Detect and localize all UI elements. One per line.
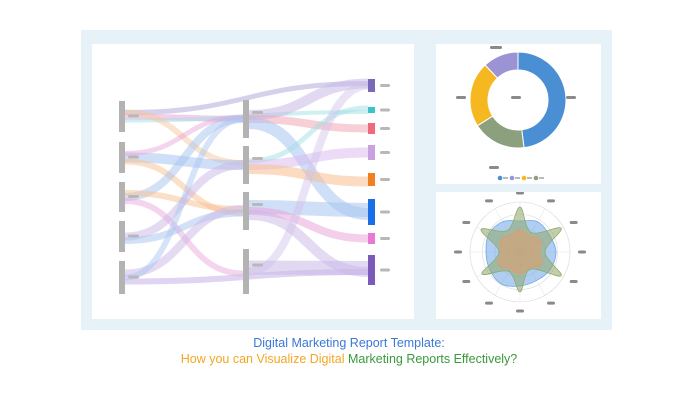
donut-legend-label bbox=[515, 177, 520, 179]
radar-axis-label bbox=[454, 250, 462, 254]
sankey-target-label bbox=[380, 178, 390, 181]
radar-axis-label bbox=[462, 280, 471, 283]
sankey-flows bbox=[124, 78, 369, 285]
radar-axis-label bbox=[547, 199, 555, 203]
sankey-chart bbox=[119, 78, 390, 294]
sankey-target-label bbox=[380, 151, 390, 154]
radar-chart-card bbox=[436, 192, 601, 319]
donut-slice bbox=[484, 51, 519, 79]
sankey-mid-label bbox=[252, 111, 263, 114]
sankey-flow bbox=[248, 78, 369, 120]
sankey-target-node bbox=[368, 79, 375, 92]
radar-axis-label bbox=[516, 309, 524, 313]
radar-axis-label bbox=[547, 301, 555, 305]
sankey-flow bbox=[248, 115, 369, 133]
sankey-target-node bbox=[368, 123, 375, 134]
sankey-source-node bbox=[119, 142, 125, 173]
donut-label bbox=[489, 166, 499, 169]
sankey-flow bbox=[124, 81, 369, 115]
sankey-source-node bbox=[119, 182, 125, 212]
sankey-flow bbox=[124, 116, 244, 281]
caption-subtitle: How you can Visualize Digital Marketing … bbox=[0, 351, 698, 367]
radar-axis-label bbox=[462, 221, 471, 224]
sankey-target-node bbox=[368, 173, 375, 186]
sankey-mid-node bbox=[243, 249, 249, 294]
sankey-chart-card bbox=[92, 44, 414, 319]
sankey-target-node bbox=[368, 233, 375, 244]
donut-label bbox=[566, 96, 576, 99]
sankey-flow bbox=[248, 105, 369, 164]
radar-series-area bbox=[497, 229, 543, 275]
sankey-source-node bbox=[119, 261, 125, 294]
radar-axis-label bbox=[569, 221, 578, 224]
sankey-target-label bbox=[380, 84, 390, 87]
donut-legend-label bbox=[503, 177, 508, 179]
sankey-flow bbox=[248, 200, 369, 217]
sankey-mid-label bbox=[252, 203, 263, 206]
radar-axis-label bbox=[516, 192, 524, 195]
sankey-mid-label bbox=[252, 263, 263, 267]
donut-legend-dot bbox=[533, 175, 539, 181]
sankey-source-label bbox=[128, 275, 139, 279]
caption: Digital Marketing Report Template: How y… bbox=[0, 335, 698, 367]
sankey-target-label bbox=[380, 237, 390, 240]
report-frame bbox=[81, 30, 612, 330]
sankey-source-node bbox=[119, 221, 125, 252]
donut-legend-label bbox=[539, 177, 544, 179]
donut-legend-label bbox=[527, 177, 532, 179]
sankey-flow bbox=[124, 205, 244, 278]
donut-label bbox=[456, 96, 466, 99]
caption-title: Digital Marketing Report Template: bbox=[253, 336, 445, 350]
donut-legend-dot bbox=[497, 175, 503, 181]
radar-axis-label bbox=[485, 301, 493, 305]
sankey-source-label bbox=[128, 155, 139, 159]
sankey-target-node bbox=[368, 145, 375, 160]
sankey-flow bbox=[124, 161, 244, 241]
radar-axis-label bbox=[578, 250, 586, 254]
donut-legend-dot bbox=[521, 175, 527, 181]
sankey-source-node bbox=[119, 101, 125, 132]
sankey-source-label bbox=[128, 195, 139, 198]
caption-subtitle-part2: Marketing Reports Effectively? bbox=[347, 352, 518, 366]
sankey-flow bbox=[248, 81, 369, 276]
donut-legend-dot bbox=[509, 175, 515, 181]
donut-label bbox=[511, 96, 521, 99]
sankey-flow bbox=[248, 164, 369, 187]
sankey-source-label bbox=[128, 114, 139, 118]
sankey-mid-node bbox=[243, 192, 249, 230]
donut-chart bbox=[456, 46, 576, 181]
sankey-flow bbox=[248, 260, 369, 275]
radar-axis-label bbox=[485, 199, 493, 203]
sankey-mid-node bbox=[243, 100, 249, 138]
donut-slice bbox=[517, 51, 567, 149]
sankey-target-label bbox=[380, 210, 390, 214]
sankey-target-node bbox=[368, 199, 375, 225]
sankey-target-label bbox=[380, 108, 390, 112]
sankey-target-label bbox=[380, 127, 390, 130]
radar-chart bbox=[454, 192, 586, 313]
donut-label bbox=[490, 46, 502, 49]
sankey-mid-node bbox=[243, 146, 249, 184]
caption-subtitle-part1: How you can Visualize Digital bbox=[180, 352, 345, 366]
donut-chart-card bbox=[436, 44, 601, 184]
sankey-target-node bbox=[368, 107, 375, 113]
sankey-target-label bbox=[380, 268, 390, 272]
sankey-source-label bbox=[128, 234, 139, 238]
sankey-target-node bbox=[368, 255, 375, 285]
sankey-mid-label bbox=[252, 157, 263, 160]
radar-axis-label bbox=[569, 280, 578, 283]
